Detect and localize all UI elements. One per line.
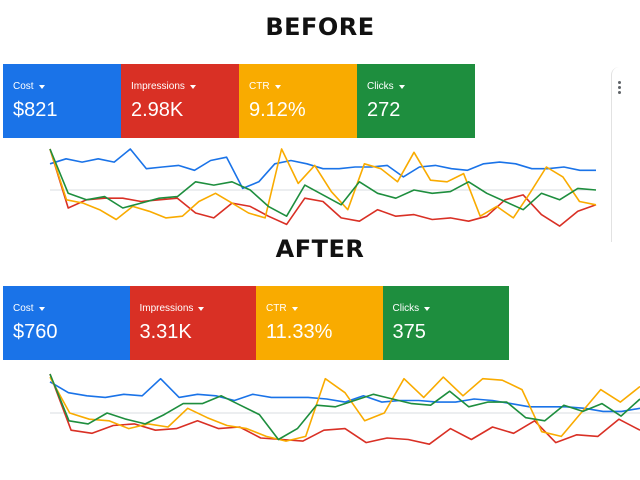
scorecard-metric-label: Cost: [13, 81, 34, 92]
more-vert-icon[interactable]: [618, 81, 622, 94]
caret-down-icon[interactable]: [198, 306, 205, 311]
clicks-series-line: [49, 148, 597, 217]
scorecard-ctr[interactable]: CTR 11.33%: [256, 286, 383, 360]
scorecard-metric-label: Impressions: [139, 303, 194, 314]
scorecard-value: 272: [367, 99, 401, 121]
after-dashboard-panel: Cost $760 Impressions 3.31K CTR 11.33% C…: [0, 278, 640, 478]
scorecard-clicks[interactable]: Clicks 272: [357, 64, 475, 138]
impressions-series-line: [49, 148, 597, 227]
ctr-series-line: [49, 148, 597, 221]
cost-series-line: [49, 377, 640, 413]
after-scorecards: Cost $760 Impressions 3.31K CTR 11.33% C…: [3, 286, 509, 360]
scorecard-metric-label: Cost: [13, 303, 34, 314]
scorecard-value: 375: [392, 321, 426, 343]
before-heading: BEFORE: [265, 13, 375, 41]
scorecard-value: $821: [13, 99, 58, 121]
panel-edge: [611, 67, 640, 242]
before-scorecards: Cost $821 Impressions 2.98K CTR 9.12% Cl…: [3, 64, 475, 138]
scorecard-cost[interactable]: Cost $760: [3, 286, 130, 360]
scorecard-value: 9.12%: [249, 99, 306, 121]
caret-down-icon[interactable]: [398, 84, 405, 89]
caret-down-icon[interactable]: [291, 306, 298, 311]
impressions-series-line: [49, 373, 640, 445]
scorecard-ctr[interactable]: CTR 9.12%: [239, 64, 357, 138]
before-line-chart: [44, 148, 597, 231]
caret-down-icon[interactable]: [274, 84, 281, 89]
cost-series-line: [49, 148, 596, 190]
line-chart-svg: [49, 148, 597, 227]
scorecard-clicks[interactable]: Clicks 375: [382, 286, 509, 360]
clicks-series-line: [49, 373, 640, 441]
scorecard-value: 11.33%: [266, 321, 333, 343]
after-heading: AFTER: [275, 235, 365, 263]
scorecard-metric-label: Clicks: [367, 81, 394, 92]
scorecard-cost[interactable]: Cost $821: [3, 64, 121, 138]
scorecard-impressions[interactable]: Impressions 3.31K: [129, 286, 256, 360]
scorecard-value: 2.98K: [131, 99, 184, 121]
scorecard-metric-label: Impressions: [131, 81, 185, 92]
caret-down-icon[interactable]: [38, 306, 45, 311]
scorecard-metric-label: Clicks: [392, 303, 420, 314]
caret-down-icon[interactable]: [38, 84, 45, 89]
scorecard-metric-label: CTR: [249, 81, 270, 92]
scorecard-impressions[interactable]: Impressions 2.98K: [121, 64, 239, 138]
caret-down-icon[interactable]: [424, 306, 431, 311]
after-line-chart: [44, 373, 640, 452]
scorecard-value: 3.31K: [139, 321, 192, 343]
before-dashboard-panel: Cost $821 Impressions 2.98K CTR 9.12% Cl…: [0, 55, 640, 242]
scorecard-value: $760: [13, 321, 58, 343]
caret-down-icon[interactable]: [189, 84, 196, 89]
line-chart-svg: [49, 373, 640, 445]
scorecard-metric-label: CTR: [266, 303, 287, 314]
ctr-series-line: [49, 376, 640, 442]
